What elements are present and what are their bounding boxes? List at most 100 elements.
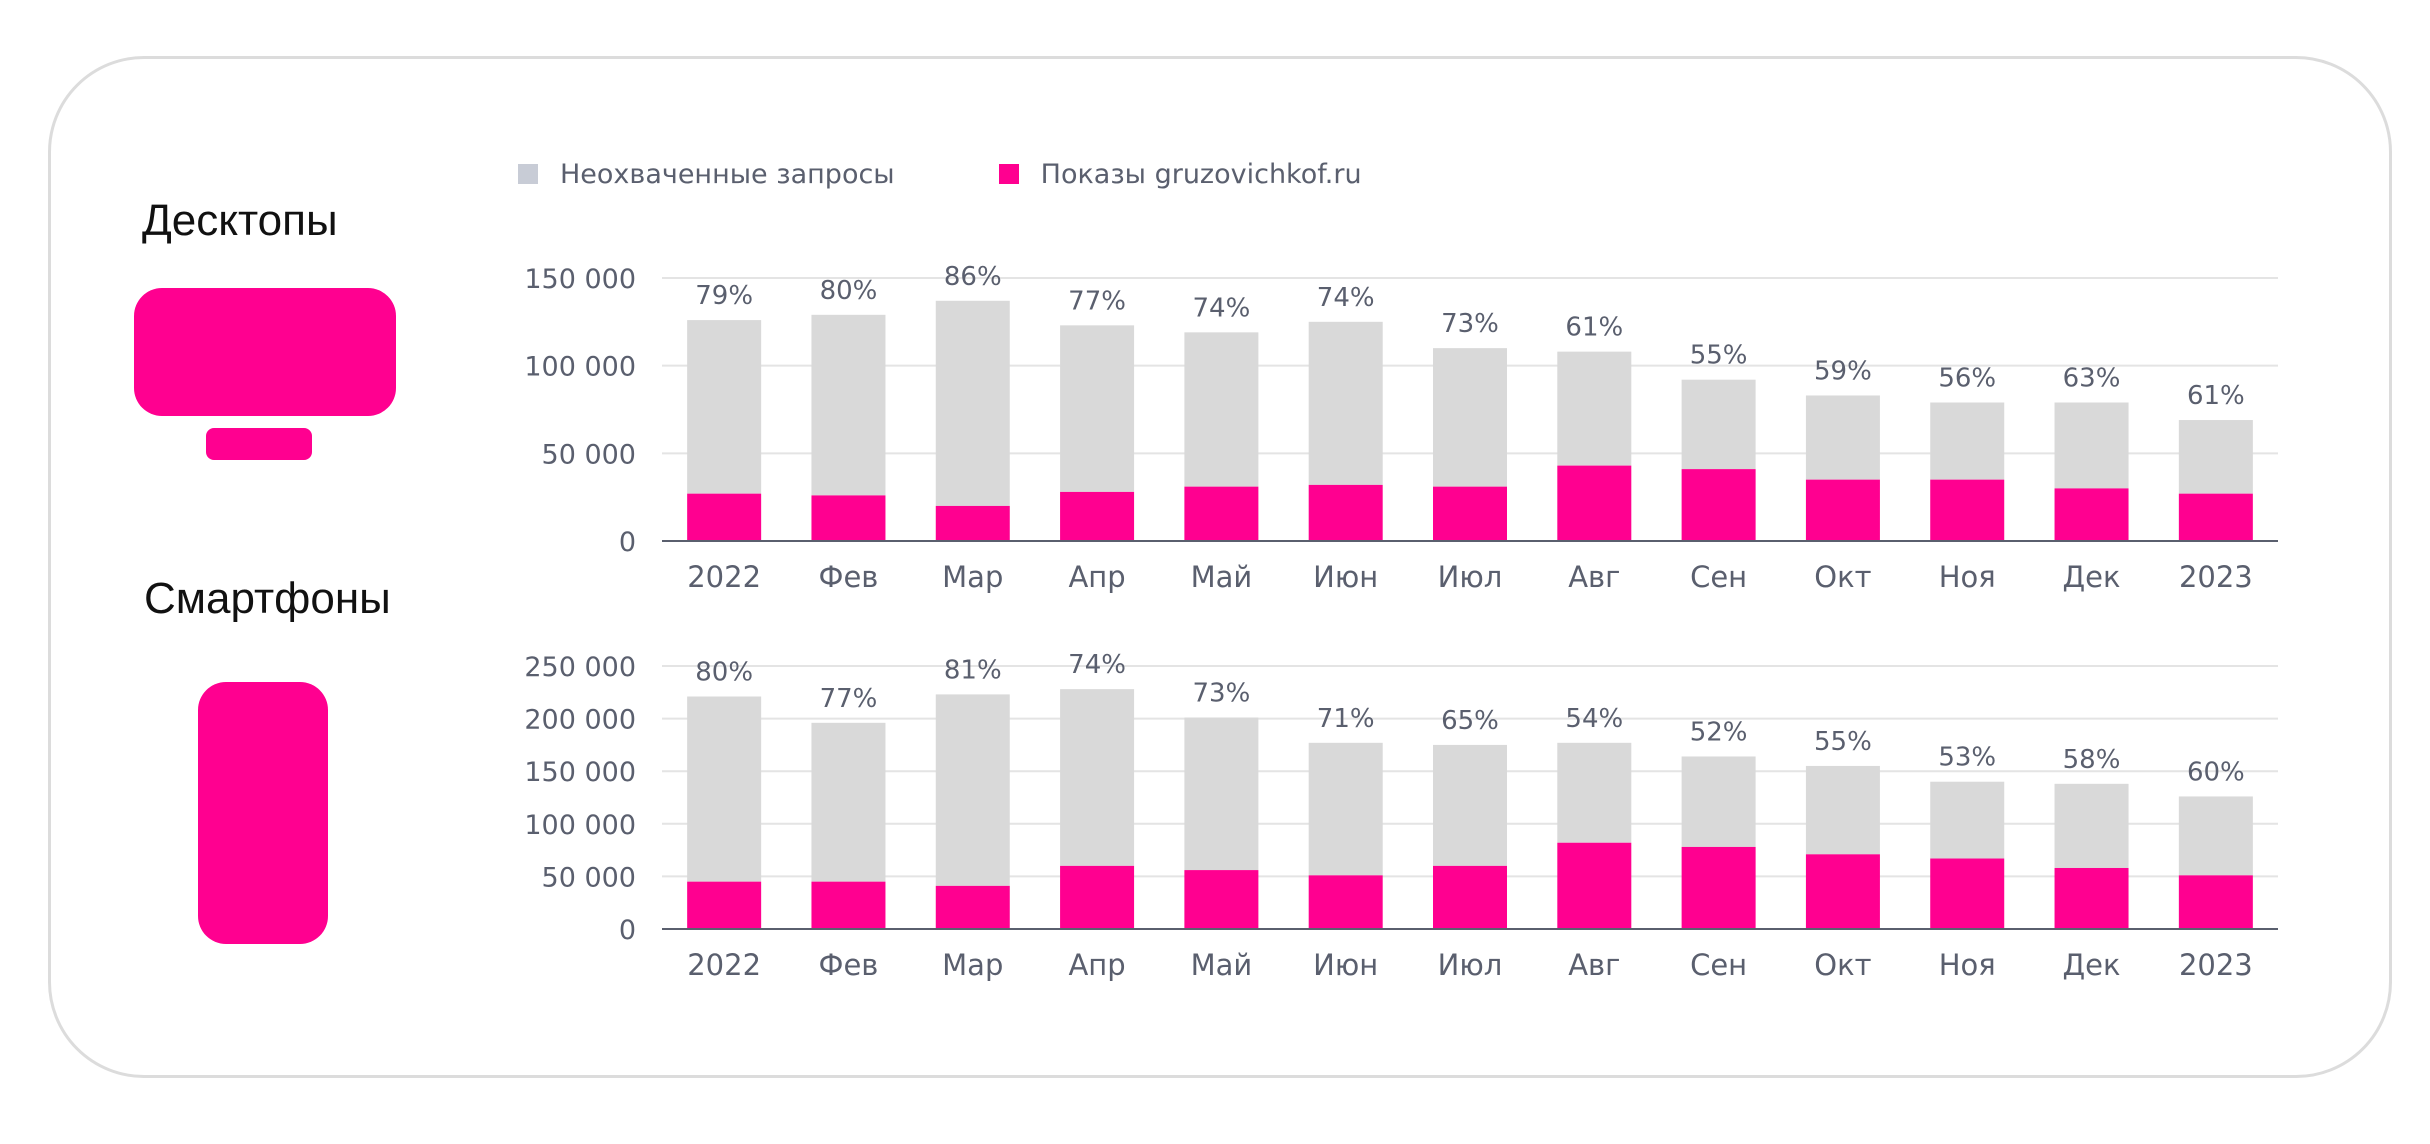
x-tick-label: Дек [2063,560,2121,594]
percent-label: 59% [1814,356,1872,386]
x-tick-label: Ноя [1939,948,1996,982]
chart-panel-desktop: 0 50 000 100 000 150 000 79% 2022 80% Фев 86% Мар… [524,262,2278,594]
x-tick-label: 2022 [687,560,761,594]
percent-label: 80% [695,658,753,688]
bar-uncovered [811,722,886,882]
y-tick-label: 250 000 [524,652,636,683]
y-tick-label: 200 000 [524,705,636,736]
bar-uncovered [935,300,1010,506]
percent-label: 77% [1068,286,1126,316]
bar-uncovered [2178,796,2253,876]
bar-impressions [1060,865,1135,929]
percent-label: 73% [1441,309,1499,339]
bar-impressions [1805,479,1880,541]
bar-impressions [811,881,886,929]
bar-impressions [1557,842,1632,929]
bar-impressions [1433,486,1507,541]
legend-label-uncovered: Неохваченные запросы [560,158,895,190]
smartphone-icon [198,682,328,944]
bar-impressions [2178,493,2253,541]
x-tick-label: Июл [1438,948,1503,982]
bar-impressions [687,493,762,541]
bar-uncovered [811,314,886,496]
x-tick-label: Авг [1568,560,1620,594]
x-tick-label: Мар [942,560,1003,594]
x-tick-label: Мар [942,948,1003,982]
x-tick-label: Дек [2063,948,2121,982]
percent-label: 61% [1565,313,1623,343]
y-tick-label: 0 [619,915,636,946]
percent-label: 71% [1317,704,1375,734]
y-tick-label: 50 000 [542,439,636,470]
percent-label: 74% [1317,283,1375,313]
percent-label: 63% [2063,363,2121,393]
x-tick-label: Июн [1313,948,1378,982]
x-tick-label: Сен [1690,560,1747,594]
percent-label: 55% [1690,341,1748,371]
bar-uncovered [1308,321,1383,485]
bar-impressions [1184,870,1259,929]
y-tick-label: 50 000 [542,862,636,893]
legend-item-impressions: Показы gruzovichkof.ru [998,158,1362,190]
smartphone-label: Смартфоны [144,574,391,623]
x-tick-label: 2023 [2179,560,2253,594]
bar-uncovered [1557,351,1632,466]
x-tick-label: Фев [819,948,879,982]
monitor-screen [134,288,396,416]
bar-uncovered [687,696,762,882]
bar-impressions [935,505,1010,541]
bar-impressions [2178,875,2253,929]
bar-uncovered [1308,742,1383,876]
percent-label: 81% [944,655,1002,685]
bar-impressions [1930,858,2005,929]
bar-impressions [1805,854,1880,929]
percent-label: 53% [1938,743,1996,773]
percent-label: 61% [2187,381,2245,411]
legend-label-impressions: Показы gruzovichkof.ru [1040,158,1362,190]
x-tick-label: 2022 [687,948,761,982]
x-tick-label: Май [1191,560,1253,594]
bar-impressions [1681,469,1756,541]
monitor-stand [206,428,312,460]
bar-impressions [1184,486,1259,541]
y-tick-label: 0 [619,527,636,558]
bar-uncovered [1805,395,1880,480]
percent-label: 65% [1441,706,1499,736]
bar-uncovered [687,320,762,494]
bar-uncovered [1930,781,2005,859]
x-tick-label: Окт [1814,948,1871,982]
bar-impressions [1433,865,1507,929]
percent-label: 74% [1068,650,1126,680]
legend: Неохваченные запросы Показы gruzovichkof… [518,156,1466,192]
bar-impressions [811,495,886,541]
bar-impressions [1930,479,2005,541]
x-tick-label: Окт [1814,560,1871,594]
bar-impressions [1308,484,1383,541]
y-tick-label: 100 000 [524,810,636,841]
x-tick-label: Авг [1568,948,1620,982]
x-tick-label: Апр [1068,948,1125,982]
percent-label: 86% [944,262,1002,292]
chart-panel-smartphone: 0 50 000 100 000 150 000 200 000 250 000 80% 20… [524,650,2278,982]
bar-uncovered [1557,742,1632,843]
percent-label: 80% [820,276,878,306]
percent-label: 60% [2187,757,2245,787]
legend-item-uncovered: Неохваченные запросы [518,159,895,190]
x-tick-label: Апр [1068,560,1125,594]
percent-label: 73% [1192,679,1250,709]
x-tick-label: Сен [1690,948,1747,982]
bar-uncovered [1184,332,1259,487]
y-tick-label: 150 000 [524,264,636,295]
bar-uncovered [1433,348,1507,487]
bar-uncovered [1681,379,1756,470]
bar-impressions [1681,846,1756,929]
bar-impressions [1060,491,1135,541]
y-tick-label: 100 000 [524,352,636,383]
bar-uncovered [1805,765,1880,855]
bar-impressions [935,885,1010,929]
percent-label: 56% [1938,363,1996,393]
bar-uncovered [1930,402,2005,480]
bar-uncovered [2054,783,2129,868]
percent-label: 58% [2063,745,2121,775]
bar-uncovered [1433,744,1507,866]
